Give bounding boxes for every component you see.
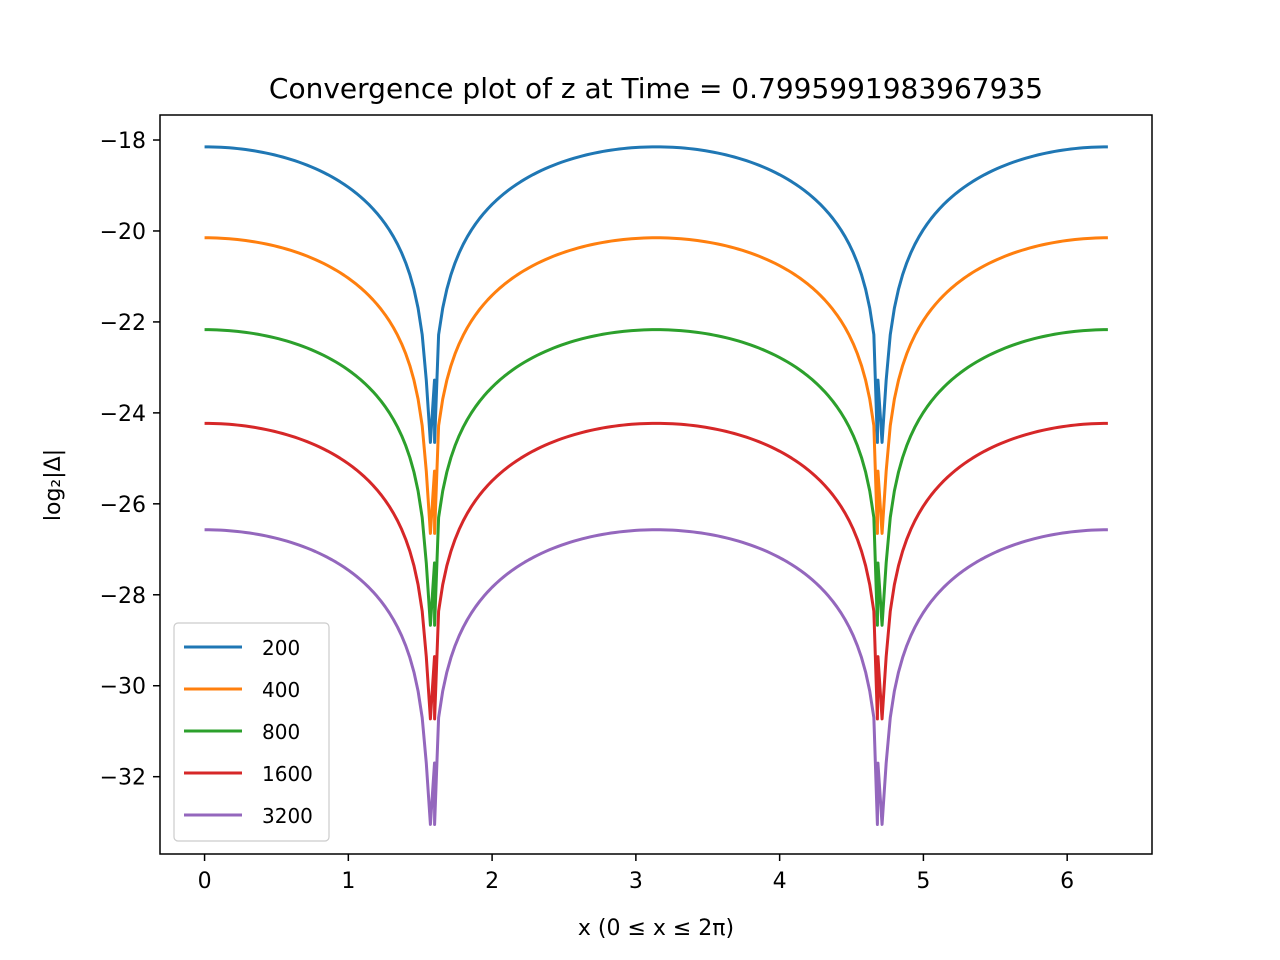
legend-label: 1600 — [262, 762, 313, 786]
y-tick-label: −26 — [100, 493, 146, 518]
legend-label: 400 — [262, 678, 300, 702]
series-line-1600 — [204, 421, 1108, 721]
plot-frame — [159, 114, 1153, 855]
series-line-400 — [204, 236, 1108, 535]
y-axis: −32 −30 −28 −26 −24 −22 −20 −18 — [100, 129, 160, 791]
x-tick-label: 0 — [198, 869, 212, 894]
y-tick-label: −22 — [100, 311, 146, 336]
series-line-200 — [204, 145, 1108, 444]
y-tick-label: −20 — [100, 220, 146, 245]
y-tick-label: −32 — [100, 766, 146, 791]
y-axis-label: log₂|Δ| — [41, 449, 66, 521]
series-layer — [204, 145, 1108, 826]
legend-label: 200 — [262, 636, 300, 660]
y-tick-label: −24 — [100, 402, 146, 427]
series-line-800 — [204, 328, 1108, 627]
y-tick-label: −28 — [100, 584, 146, 609]
legend: 200 400 800 1600 3200 — [173, 622, 330, 842]
x-tick-label: 1 — [341, 869, 355, 894]
legend-box — [173, 622, 330, 842]
x-tick-label: 6 — [1060, 869, 1074, 894]
chart-title: Convergence plot of z at Time = 0.799599… — [269, 72, 1043, 105]
y-tick-label: −18 — [100, 129, 146, 154]
x-tick-label: 5 — [916, 869, 930, 894]
x-axis-label: x (0 ≤ x ≤ 2π) — [578, 916, 734, 941]
legend-label: 3200 — [262, 804, 313, 828]
y-tick-label: −30 — [100, 675, 146, 700]
series-line-3200 — [204, 528, 1108, 826]
x-axis: 0 1 2 3 4 5 6 — [198, 854, 1074, 894]
x-tick-label: 2 — [485, 869, 499, 894]
x-tick-label: 4 — [773, 869, 787, 894]
legend-label: 800 — [262, 720, 300, 744]
x-tick-label: 3 — [629, 869, 643, 894]
